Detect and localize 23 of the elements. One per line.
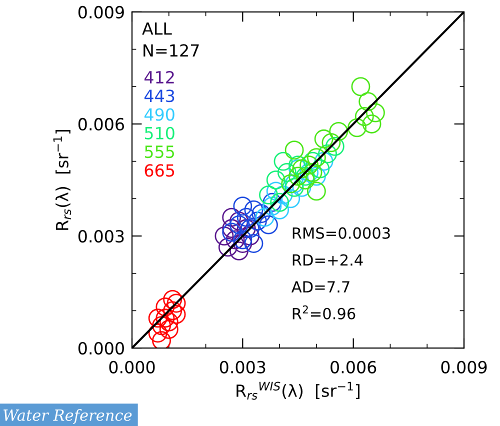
- x-tick-label: 0.003: [220, 360, 266, 374]
- x-tick-label: 0.000: [109, 360, 155, 374]
- text: 443: [144, 90, 174, 102]
- x-tick-label: 0.006: [330, 360, 376, 374]
- x-tick-label: 0.009: [441, 360, 487, 374]
- text: 490: [144, 108, 174, 121]
- y-tick-label: 0.006: [78, 118, 124, 131]
- annotation: RMS=0.0003: [292, 227, 390, 239]
- annotation: ALL: [142, 22, 172, 35]
- annotation: N=127: [144, 44, 199, 57]
- text: 555: [144, 146, 174, 158]
- annotation: AD=7.7: [291, 281, 350, 292]
- annotation: RD=+2.4: [292, 254, 363, 266]
- y-tick-label: 0.000: [78, 342, 124, 355]
- text: Water Reference: [4, 409, 132, 424]
- text: 510: [144, 126, 174, 140]
- text: 412: [144, 70, 174, 84]
- y-axis-title: R$_{rs}$(λ) [sr$^{−1}$]: [53, 130, 72, 230]
- text: 665: [144, 164, 174, 177]
- y-tick-label: 0.003: [78, 230, 124, 243]
- y-tick-label: 0.009: [78, 6, 124, 18]
- annotation: R$^{2}$=0.96: [292, 305, 356, 320]
- x-axis-title: R$_{rs}$$^{WIS}$(λ) [sr$^{−1}$]: [236, 382, 360, 400]
